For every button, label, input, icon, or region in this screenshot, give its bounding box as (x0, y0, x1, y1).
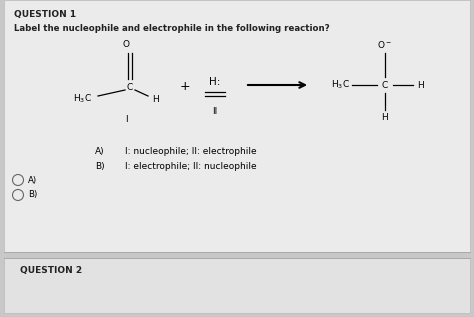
Text: I: nucleophile; II: electrophile: I: nucleophile; II: electrophile (125, 147, 256, 156)
FancyBboxPatch shape (4, 258, 470, 313)
Text: H$_3$C: H$_3$C (73, 93, 92, 105)
Text: QUESTION 1: QUESTION 1 (14, 10, 76, 19)
Text: QUESTION 2: QUESTION 2 (20, 266, 82, 275)
Circle shape (12, 174, 24, 185)
Text: +: + (180, 81, 191, 94)
FancyBboxPatch shape (4, 0, 470, 252)
Text: I: I (125, 115, 128, 124)
Text: H: H (382, 113, 388, 122)
Text: A): A) (95, 147, 105, 156)
Text: O: O (122, 40, 129, 49)
Text: Label the nucleophile and electrophile in the following reaction?: Label the nucleophile and electrophile i… (14, 24, 329, 33)
Text: C: C (127, 82, 133, 92)
Text: H: H (152, 94, 159, 103)
Text: A): A) (28, 176, 37, 184)
Text: H: H (417, 81, 424, 89)
Text: B): B) (95, 162, 105, 171)
Text: H:: H: (210, 77, 221, 87)
Text: B): B) (28, 191, 37, 199)
Text: C: C (382, 81, 388, 89)
Text: O$^-$: O$^-$ (377, 39, 392, 50)
Circle shape (12, 190, 24, 200)
Text: II: II (212, 107, 218, 116)
Text: H$_3$C: H$_3$C (331, 79, 350, 91)
Text: I: electrophile; II: nucleophile: I: electrophile; II: nucleophile (125, 162, 256, 171)
